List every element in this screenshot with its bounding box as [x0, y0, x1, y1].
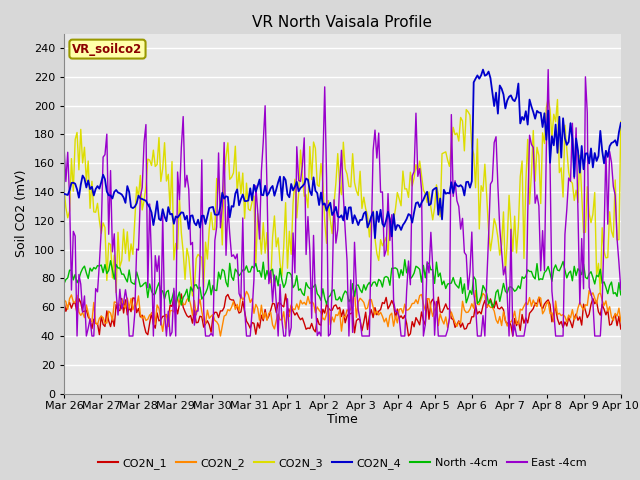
- Text: VR_soilco2: VR_soilco2: [72, 43, 143, 56]
- Title: VR North Vaisala Profile: VR North Vaisala Profile: [252, 15, 433, 30]
- Y-axis label: Soil CO2 (mV): Soil CO2 (mV): [15, 170, 28, 257]
- Legend: CO2N_1, CO2N_2, CO2N_3, CO2N_4, North -4cm, East -4cm: CO2N_1, CO2N_2, CO2N_3, CO2N_4, North -4…: [94, 453, 591, 473]
- X-axis label: Time: Time: [327, 413, 358, 426]
